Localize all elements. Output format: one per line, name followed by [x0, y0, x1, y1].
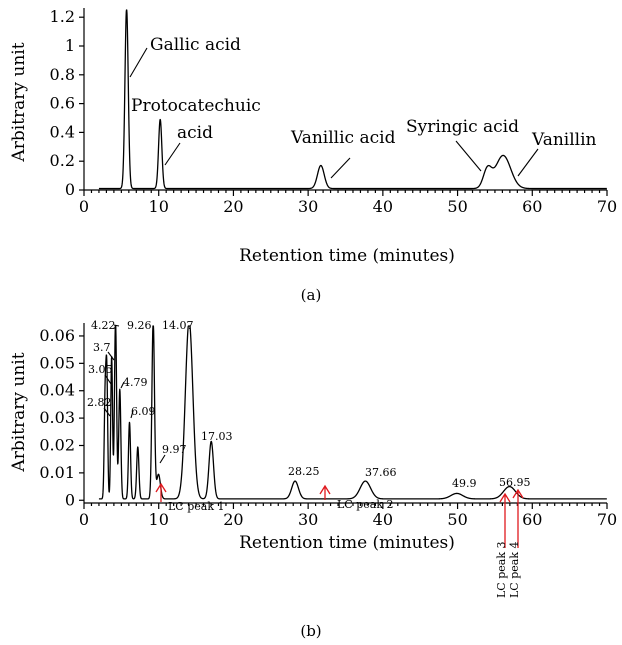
panel-b-x-tick-label: 60	[522, 510, 542, 529]
panel-a-y-tick-label: 1.2	[50, 7, 75, 26]
panel-a-y-tick-label: 0.2	[50, 151, 75, 170]
protocatechuic-acid-leader	[164, 142, 181, 166]
panel-b-x-tick-label: 30	[298, 510, 318, 529]
protocatechuic-acid-label: acid	[177, 123, 213, 143]
lc-peak-markers: LC peak 1 LC peak 2 LC peak 3 LC peak 4	[155, 482, 524, 599]
panel-b-xlabel: Retention time (minutes)	[239, 533, 455, 553]
vanillic-acid-leader	[330, 157, 351, 179]
panel-b-y-tick-label: 0.03	[39, 408, 75, 427]
panel-b-y-tick-label: 0.05	[39, 353, 75, 372]
peak-label-9-97: 9.97	[162, 443, 187, 456]
lc-peak-1-label: LC peak 1	[168, 500, 225, 513]
peak-label-9-26: 9.26	[127, 319, 152, 332]
peak-label-49-9: 49.9	[452, 477, 477, 490]
panel-a-x-tick-label: 0	[79, 197, 89, 216]
panel-a-trace	[98, 9, 608, 190]
peak-leader-4-22	[113, 324, 120, 327]
panel-a-y-tick-label: 1	[65, 36, 75, 55]
panel-a-x-tick-label: 70	[597, 197, 617, 216]
panel-a-x-tick-label: 20	[223, 197, 243, 216]
panel-a-x-tick-label: 40	[373, 197, 393, 216]
panel-b-y-tick-label: 0.06	[39, 326, 75, 345]
panel-b-x-tick-label: 50	[447, 510, 467, 529]
panel-b-caption: (b)	[300, 622, 321, 640]
lc-peak-2-label: LC peak 2	[337, 498, 394, 511]
peak-leader-3-05	[104, 374, 112, 385]
panel-a-x-tick-label: 10	[149, 197, 169, 216]
syringic-acid-label: Syringic acid	[406, 117, 519, 137]
peak-label-56-95: 56.95	[499, 476, 531, 489]
panel-a-axes: 0 10 20 30 40 50 60 70 0 0.2 0.4 0.6 0.8 1 1.2	[50, 7, 618, 216]
panel-a-x-tick-label: 30	[298, 197, 318, 216]
peak-label-6-09: 6.09	[131, 405, 156, 418]
peak-label-3-7: 3.7	[93, 341, 111, 354]
peak-label-2-82: 2.82	[87, 396, 112, 409]
peak-leader-2-82	[103, 407, 111, 417]
protocatechuic-label: Protocatechuic	[131, 96, 261, 116]
vanillic-acid-label: Vanillic acid	[290, 128, 396, 148]
panel-a-y-tick-label: 0.8	[50, 65, 75, 84]
panel-b-ylabel: Arbitrary unit	[9, 352, 29, 472]
panel-a-y-tick-label: 0.6	[50, 94, 75, 113]
panel-b-y-tick-label: 0	[65, 490, 75, 509]
panel-b-x-tick-label: 40	[373, 510, 393, 529]
panel-b-x-tick-label: 0	[79, 510, 89, 529]
panel-a-x-tick-label: 50	[447, 197, 467, 216]
lc-peak-4-arrow	[512, 488, 524, 548]
peak-label-17-03: 17.03	[201, 430, 233, 443]
panel-a-y-tick-label: 0	[65, 180, 75, 199]
panel-b-y-tick-label: 0.02	[39, 435, 75, 454]
peak-label-28-25: 28.25	[288, 465, 320, 478]
lc-peak-3-label: LC peak 3	[495, 542, 508, 599]
lc-peak-4-label: LC peak 4	[508, 542, 521, 599]
gallic-acid-label: Gallic acid	[150, 35, 241, 55]
panel-b-y-tick-label: 0.01	[39, 463, 75, 482]
panel-a-x-tick-label: 60	[522, 197, 542, 216]
panel-a-xlabel: Retention time (minutes)	[239, 246, 455, 266]
vanillin-leader	[517, 148, 539, 177]
panel-b-x-tick-label: 10	[149, 510, 169, 529]
panel-b-peak-leaders	[103, 324, 166, 464]
panel-b-y-tick-label: 0.04	[39, 381, 75, 400]
peak-leader-3-7	[107, 351, 115, 361]
peak-label-3-05: 3.05	[88, 363, 113, 376]
panel-a-ylabel: Arbitrary unit	[9, 42, 29, 162]
panel-b-x-tick-label: 70	[597, 510, 617, 529]
panel-b-x-tick-label: 20	[223, 510, 243, 529]
peak-leader-9-97	[159, 454, 166, 464]
gallic-acid-leader	[129, 47, 148, 78]
peak-label-4-79: 4.79	[123, 376, 148, 389]
panel-a-y-tick-label: 0.4	[50, 122, 75, 141]
lc-peak-3-arrow	[499, 492, 511, 548]
peak-label-37-66: 37.66	[365, 466, 397, 479]
panel-b: 0 10 20 30 40 50 60 70 0 0.01 0.02 0.03 0.04 0.05 0.06…	[9, 319, 617, 640]
panel-b-axes: 0 10 20 30 40 50 60 70 0 0.01 0.02 0.03 0.04 0.05 0.06	[39, 323, 617, 529]
lc-peak-2-arrow	[319, 484, 331, 500]
panel-b-trace	[98, 325, 608, 500]
panel-b-peak-labels: 2.82 3.05 3.7 4.22 4.79 6.09 9.26 9.97 1…	[87, 319, 531, 490]
peak-label-14-07: 14.07	[162, 319, 194, 332]
peak-label-4-22: 4.22	[91, 319, 116, 332]
panel-a-caption: (a)	[301, 286, 322, 304]
syringic-acid-leader	[455, 140, 482, 172]
panel-a: 0 10 20 30 40 50 60 70 0 0.2 0.4 0.6 0.8 1 1.2 Gallic …	[9, 7, 617, 304]
lc-peak-1-arrow	[155, 482, 167, 502]
vanillin-label: Vanillin	[531, 130, 597, 150]
peak-leader-4-79	[120, 381, 125, 389]
peak-leader-6-09	[130, 410, 134, 419]
